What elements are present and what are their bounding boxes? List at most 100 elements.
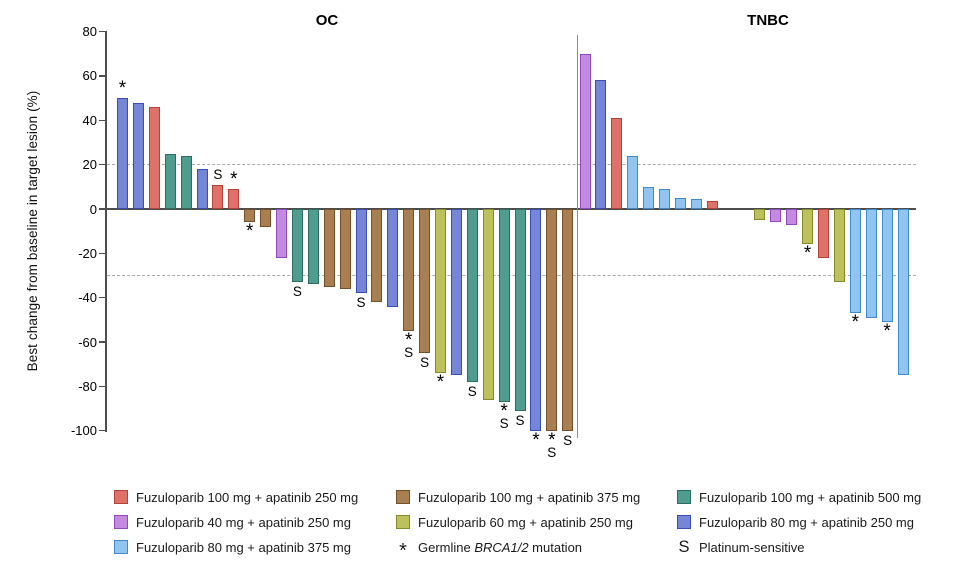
zero-baseline — [107, 208, 916, 210]
y-tick — [99, 430, 106, 432]
legend-swatch — [396, 490, 410, 504]
brca-asterisk: * — [851, 312, 859, 334]
bar — [323, 209, 335, 287]
y-tick-label: -80 — [78, 378, 97, 394]
bar — [307, 209, 319, 285]
bar — [148, 106, 160, 209]
bar-marker: S — [515, 414, 524, 428]
bar-marker: S — [292, 284, 302, 300]
legend-item: Fuzuloparib 40 mg + apatinib 250 mg — [114, 514, 351, 530]
platinum-s: S — [213, 166, 223, 182]
legend-label: Fuzuloparib 60 mg + apatinib 250 mg — [418, 514, 633, 530]
bar — [260, 209, 272, 227]
bar — [897, 209, 909, 376]
panel-separator — [577, 35, 579, 438]
brca-asterisk: * — [803, 243, 812, 265]
bar — [770, 209, 782, 223]
bar — [435, 209, 446, 374]
bar — [276, 209, 287, 258]
bar — [627, 155, 639, 209]
bar — [659, 189, 670, 209]
y-tick-label: 40 — [82, 112, 97, 128]
platinum-s: S — [499, 415, 509, 431]
brca-asterisk: * — [500, 400, 508, 422]
bar — [595, 80, 607, 209]
bar — [498, 209, 510, 402]
legend-label: Fuzuloparib 80 mg + apatinib 375 mg — [136, 539, 351, 555]
brca-asterisk: * — [404, 329, 413, 351]
bar-marker: S — [356, 295, 366, 311]
legend-item: Fuzuloparib 100 mg + apatinib 250 mg — [114, 489, 358, 505]
platinum-s: S — [292, 284, 302, 300]
bar — [643, 186, 655, 209]
plot-area: 80 60 40 20 0 -20 -40 -60 -80 -100 * S * * S S * S S * S * S S *… — [70, 24, 916, 460]
y-tick-label: -40 — [78, 290, 97, 306]
legend-label: Platinum-sensitive — [699, 539, 805, 555]
bar-marker: * — [230, 169, 238, 191]
bar-marker: * — [245, 221, 254, 243]
y-tick — [99, 163, 106, 166]
bar — [196, 169, 208, 209]
platinum-s: S — [547, 444, 557, 460]
bar — [849, 209, 861, 314]
y-tick — [99, 297, 106, 299]
legend-item: Fuzuloparib 100 mg + apatinib 500 mg — [677, 489, 921, 505]
bar — [387, 209, 399, 307]
bar-marker: S — [213, 166, 223, 182]
ref-line-lower — [107, 274, 916, 276]
legend-swatch — [114, 540, 128, 554]
y-tick — [99, 252, 106, 255]
y-tick — [99, 119, 106, 121]
y-tick-label: 60 — [82, 68, 97, 84]
legend-label: Fuzuloparib 80 mg + apatinib 250 mg — [699, 514, 914, 530]
bar-marker: S — [467, 383, 477, 399]
bar — [244, 209, 256, 223]
bar-marker: * — [803, 243, 812, 265]
bar — [881, 209, 893, 323]
y-tick — [99, 341, 106, 343]
bar-marker: * — [883, 321, 891, 343]
platinum-s: S — [563, 432, 573, 448]
bar — [690, 199, 702, 209]
legend-swatch — [677, 515, 691, 529]
brca-asterisk: * — [245, 221, 254, 243]
legend-item: Fuzuloparib 100 mg + apatinib 375 mg — [396, 489, 640, 505]
bar — [786, 209, 798, 225]
bar — [706, 201, 718, 209]
bar — [339, 209, 351, 289]
brca-asterisk: * — [532, 429, 540, 451]
legend-swatch — [114, 490, 128, 504]
bar-marker: * S — [404, 329, 414, 360]
y-tick-label: 20 — [82, 157, 97, 173]
platinum-s: S — [356, 295, 366, 311]
y-tick — [99, 208, 106, 210]
bar — [371, 209, 383, 303]
y-tick-label: 80 — [82, 24, 97, 40]
legend-item: * Germline BRCA1/2 mutation — [396, 539, 583, 562]
bar — [818, 209, 829, 258]
platinum-s: S — [467, 383, 477, 399]
bar-marker: * — [851, 312, 859, 334]
bar-marker: S — [563, 432, 573, 448]
bar — [530, 209, 542, 431]
legend-swatch — [114, 515, 128, 529]
legend-label: Germline BRCA1/2 mutation — [418, 539, 583, 555]
legend-item: Fuzuloparib 80 mg + apatinib 375 mg — [114, 539, 351, 555]
legend-label: Fuzuloparib 100 mg + apatinib 375 mg — [418, 489, 641, 505]
brca-asterisk: * — [883, 321, 891, 343]
bar-marker: * — [119, 79, 126, 98]
bar — [291, 209, 303, 283]
platinum-s: S — [404, 344, 414, 360]
bar — [865, 209, 877, 318]
brca-asterisk: * — [230, 169, 238, 191]
y-tick-label: -20 — [78, 245, 97, 261]
y-axis — [105, 30, 107, 432]
bar-marker: * — [437, 373, 444, 392]
asterisk-symbol: * — [399, 540, 407, 562]
bar-marker: S — [420, 356, 429, 370]
y-tick — [99, 385, 106, 388]
y-tick-label: -100 — [70, 423, 97, 439]
bar — [450, 209, 462, 376]
legend-item: S Platinum-sensitive — [677, 539, 805, 556]
bar — [579, 53, 591, 209]
